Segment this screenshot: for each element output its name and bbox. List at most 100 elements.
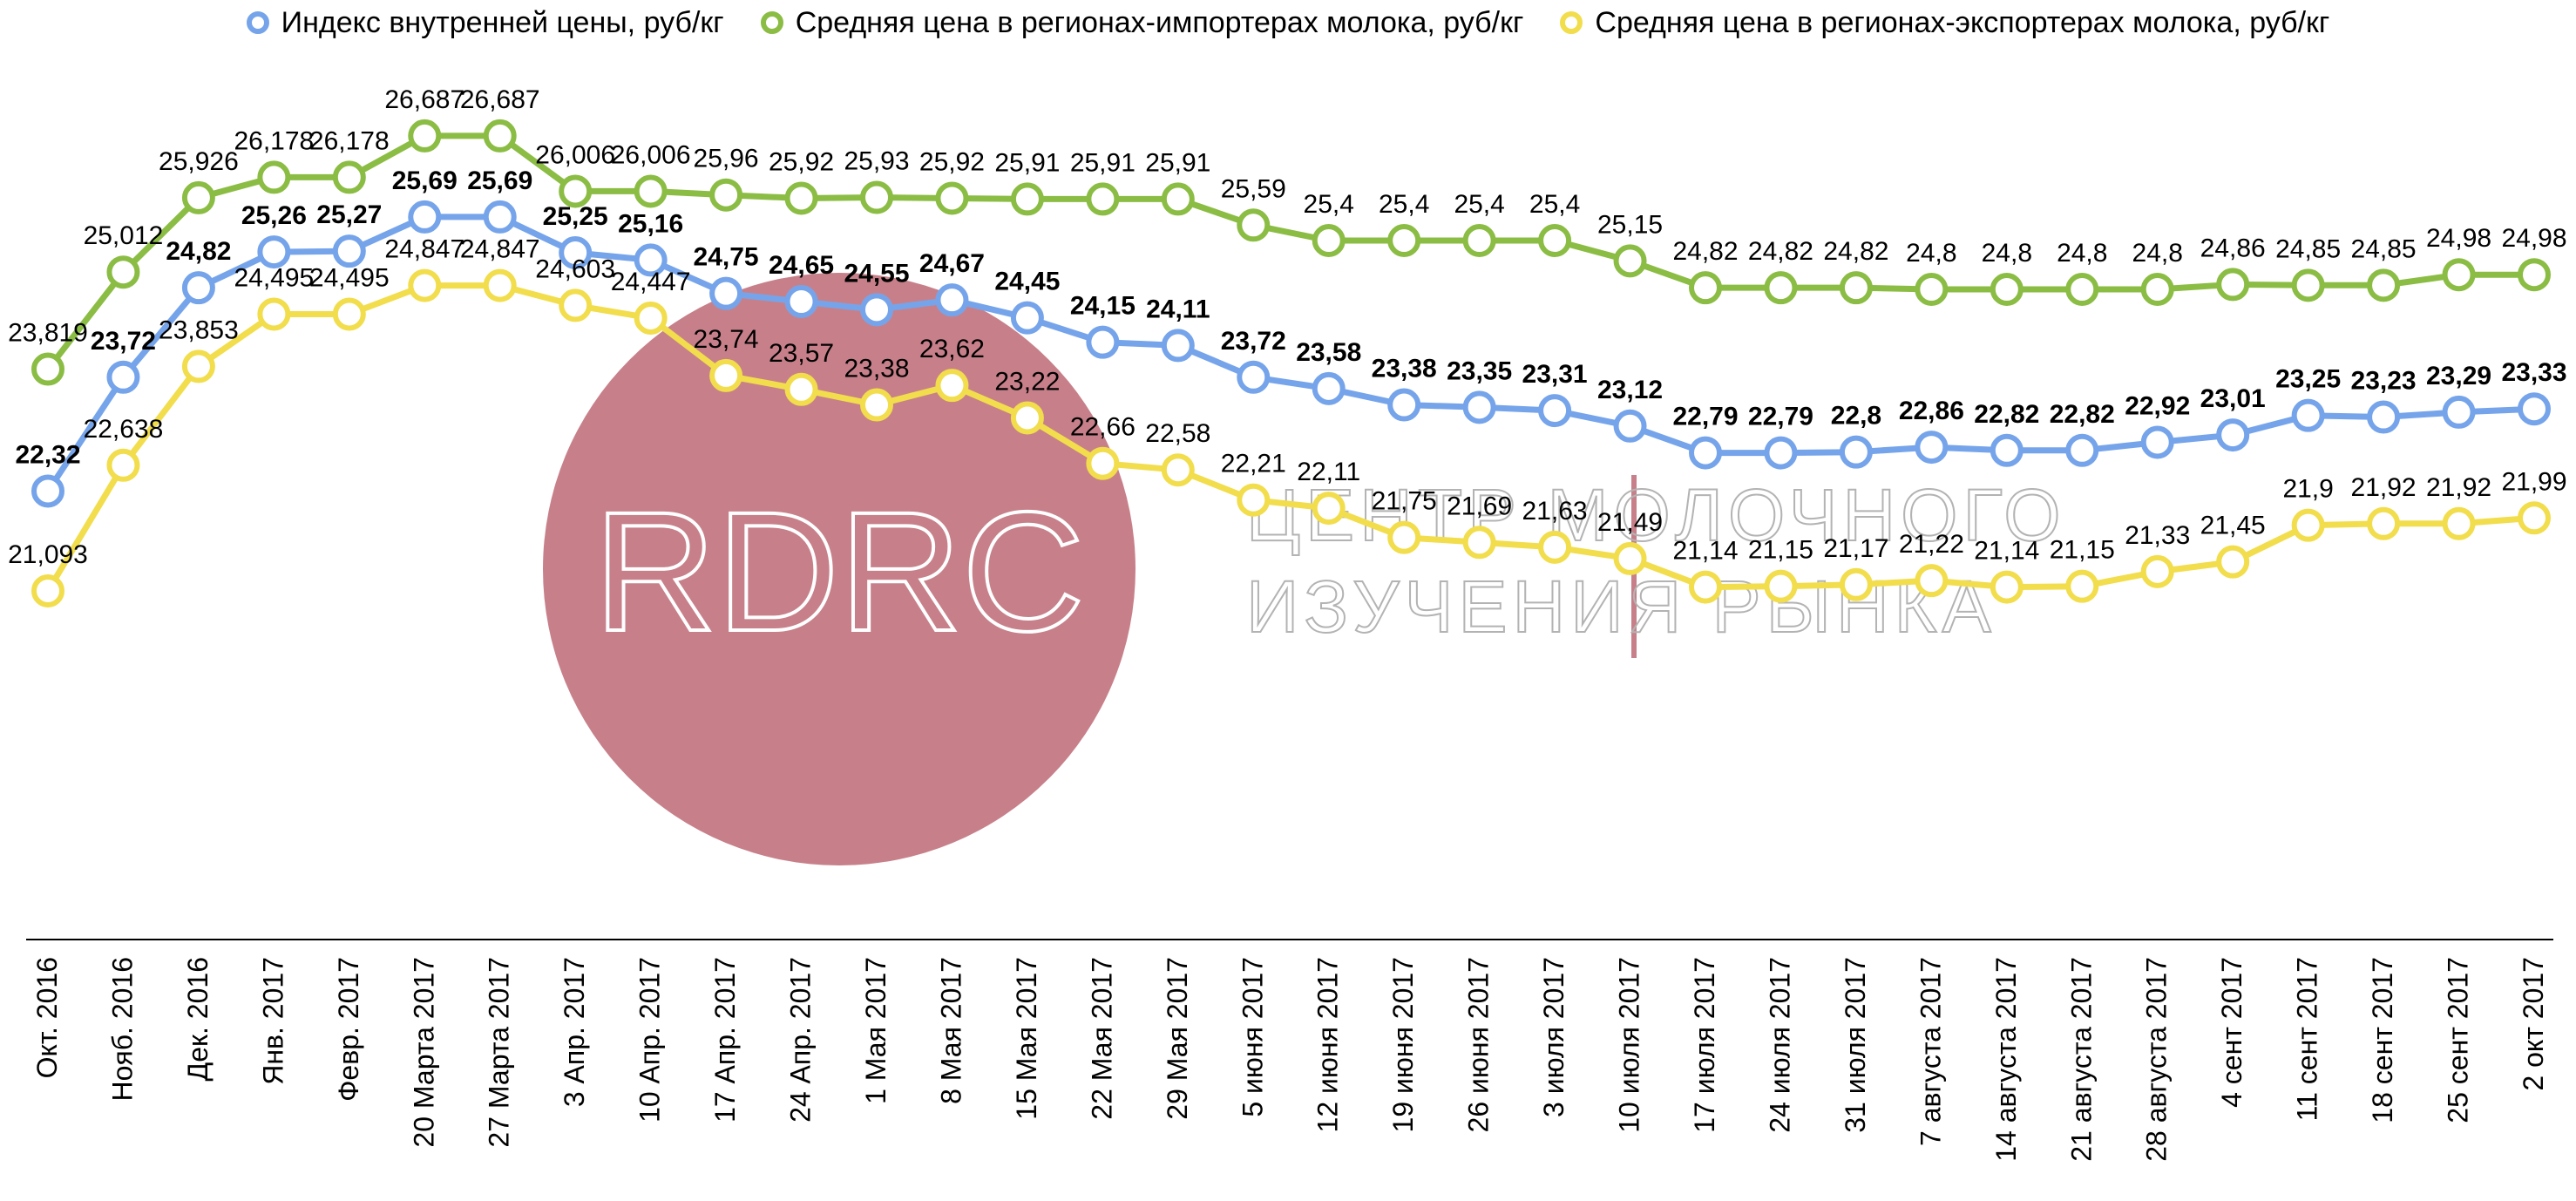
data-label: 21,92 <box>2351 473 2417 502</box>
data-point <box>559 174 593 208</box>
data-point <box>31 474 64 508</box>
x-tick-label: 26 июня 2017 <box>1463 957 1495 1132</box>
data-label: 24,45 <box>994 268 1060 296</box>
data-point <box>106 448 140 482</box>
data-point <box>935 283 969 317</box>
data-point <box>2518 392 2551 426</box>
data-point <box>2065 433 2099 467</box>
data-label: 23,38 <box>844 355 909 383</box>
data-point <box>1462 390 1496 424</box>
data-label: 24,8 <box>2132 239 2183 268</box>
data-point <box>1613 409 1647 443</box>
data-label: 25,4 <box>1454 190 1504 219</box>
data-point <box>1086 182 1120 216</box>
x-tick-label: 17 Апр. 2017 <box>709 957 741 1123</box>
data-label: 21,9 <box>2282 475 2333 504</box>
data-point <box>1990 273 2024 306</box>
data-point <box>408 268 442 302</box>
data-point <box>2518 258 2551 292</box>
data-label: 23,29 <box>2426 362 2491 390</box>
data-point <box>1161 182 1195 216</box>
data-point <box>1689 271 1722 305</box>
data-label: 22,32 <box>15 440 80 469</box>
data-label: 24,11 <box>1146 295 1210 323</box>
data-label: 24,82 <box>1672 237 1738 266</box>
x-tick-label: 24 Апр. 2017 <box>785 957 817 1123</box>
x-tick-label: 3 Апр. 2017 <box>559 957 590 1107</box>
data-point <box>1990 433 2024 467</box>
data-label: 25,93 <box>844 147 909 176</box>
x-tick-label: 18 сент 2017 <box>2367 957 2398 1123</box>
data-point <box>860 388 893 422</box>
data-label: 26,687 <box>384 85 464 114</box>
legend-label: Индекс внутренней цены, руб/кг <box>281 5 724 39</box>
data-point <box>1915 431 1949 465</box>
data-point <box>559 288 593 322</box>
data-point <box>784 372 818 406</box>
x-tick-label: 24 июля 2017 <box>1764 957 1795 1133</box>
data-point <box>2216 418 2250 452</box>
data-label: 21,22 <box>1899 530 1964 559</box>
data-label: 25,69 <box>392 166 458 195</box>
data-point <box>181 180 215 214</box>
data-point <box>1990 570 2024 604</box>
x-tick-label: 29 Мая 2017 <box>1162 957 1193 1120</box>
data-label: 23,23 <box>2351 367 2417 396</box>
watermark-line-2: ИЗУЧЕНИЯ РЫНКА <box>1246 566 1996 648</box>
data-label: 25,4 <box>1379 190 1429 219</box>
data-label: 25,012 <box>84 221 164 250</box>
legend-item: Индекс внутренней цены, руб/кг <box>246 5 724 40</box>
data-point <box>709 358 743 392</box>
data-point <box>2291 268 2325 302</box>
data-label: 25,92 <box>919 147 985 176</box>
data-label: 25,26 <box>241 201 307 230</box>
data-point <box>1839 567 1873 601</box>
data-point <box>935 181 969 215</box>
data-label: 24,85 <box>2351 234 2417 263</box>
data-label: 21,15 <box>1748 536 1813 565</box>
data-point <box>1312 224 1346 257</box>
data-label: 23,12 <box>1597 376 1663 404</box>
watermark: RDRC ЦЕНТР МОЛОЧНОГО ИЗУЧЕНИЯ РЫНКА <box>543 273 2062 865</box>
data-label: 24,447 <box>611 268 691 296</box>
data-label: 24,15 <box>1070 292 1135 321</box>
data-label: 23,22 <box>994 367 1060 396</box>
legend-marker-icon <box>1560 11 1583 34</box>
data-label: 26,006 <box>535 140 615 169</box>
x-tick-label: 10 Апр. 2017 <box>634 957 666 1123</box>
data-label: 22,21 <box>1221 450 1286 478</box>
data-label: 21,093 <box>8 540 88 569</box>
data-label: 25,4 <box>1304 190 1354 219</box>
x-tick-label: 7 августа 2017 <box>1915 957 1946 1146</box>
x-tick-label: Окт. 2016 <box>31 957 63 1078</box>
data-point <box>1538 530 1572 564</box>
data-label: 21,45 <box>2200 512 2266 540</box>
data-label: 23,33 <box>2501 358 2566 387</box>
data-point <box>784 181 818 215</box>
data-label: 24,75 <box>694 243 759 272</box>
data-label: 21,33 <box>2125 521 2190 550</box>
data-point <box>634 174 668 208</box>
data-label: 21,49 <box>1597 508 1663 537</box>
data-point <box>1538 224 1572 257</box>
data-point <box>2442 258 2476 292</box>
data-label: 25,91 <box>1070 148 1135 177</box>
data-point <box>1764 569 1798 603</box>
x-tick-label: 5 июня 2017 <box>1237 957 1268 1117</box>
data-label: 21,15 <box>2050 536 2115 565</box>
data-point <box>31 573 64 607</box>
data-point <box>2367 400 2401 434</box>
data-point <box>332 160 366 194</box>
series-line <box>44 282 2535 593</box>
data-label: 24,847 <box>460 235 540 264</box>
data-point <box>784 285 818 318</box>
data-label: 25,91 <box>994 148 1060 177</box>
data-point <box>257 160 291 194</box>
x-tick-label: 3 июля 2017 <box>1538 957 1569 1117</box>
data-label: 21,14 <box>1672 537 1738 566</box>
data-label: 22,92 <box>2125 391 2190 420</box>
data-point <box>31 352 64 386</box>
data-point <box>1161 329 1195 363</box>
data-point <box>1086 446 1120 480</box>
data-point <box>1086 325 1120 359</box>
